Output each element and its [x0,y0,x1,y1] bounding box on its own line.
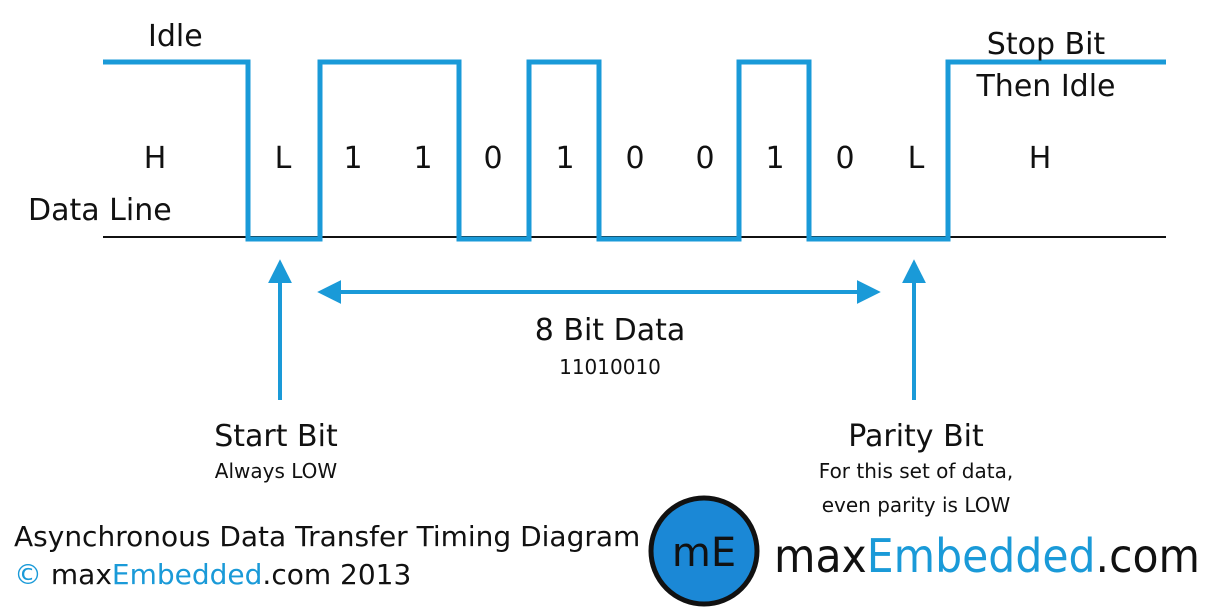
bit-level-d7: 1 [765,141,784,176]
data-span-title: 8 Bit Data [535,313,685,348]
logo-wordmark: maxEmbedded.com [774,529,1200,583]
start-bit-title: Start Bit [214,419,338,454]
bit-level-labels: H L 1 1 0 1 0 0 1 0 L H [144,141,1052,176]
bit-level-d1: 1 [343,141,362,176]
parity-bit-note-line2: even parity is LOW [822,493,1011,517]
signal-waveform [103,59,1166,242]
then-idle-label: Then Idle [975,69,1115,104]
maxembedded-logo: mE maxEmbedded.com [648,495,1200,607]
bit-level-d3: 0 [483,141,502,176]
bit-level-d2: 1 [413,141,432,176]
copyright-post: .com 2013 [262,558,411,591]
logo-badge [648,495,760,607]
copyright-line: © maxEmbedded.com 2013 [14,558,411,591]
copyright-pre: max [42,558,112,591]
diagram-caption: Asynchronous Data Transfer Timing Diagra… [14,520,640,553]
bit-level-idle-high: H [144,141,167,176]
logo-badge-text: mE [672,530,736,576]
bit-level-d4: 1 [555,141,574,176]
bit-level-parity: L [908,141,925,176]
bit-level-start: L [275,141,292,176]
bit-level-d8: 0 [835,141,854,176]
logo-name-pre: max [774,529,867,583]
idle-label: Idle [148,19,203,54]
data-span-value: 11010010 [559,355,661,379]
copyright-brand: Embedded [112,558,263,591]
start-bit-note: Always LOW [215,459,338,483]
logo-name-post: .com [1096,529,1200,583]
copyright-symbol: © [14,558,42,591]
bit-level-stop-high: H [1029,141,1052,176]
bit-level-d6: 0 [695,141,714,176]
bit-level-d5: 0 [625,141,644,176]
data-line-label: Data Line [28,193,172,228]
parity-bit-note-line1: For this set of data, [819,459,1013,483]
logo-name-brand: Embedded [867,529,1096,583]
stop-bit-label: Stop Bit [987,27,1106,62]
parity-bit-title: Parity Bit [848,419,984,454]
